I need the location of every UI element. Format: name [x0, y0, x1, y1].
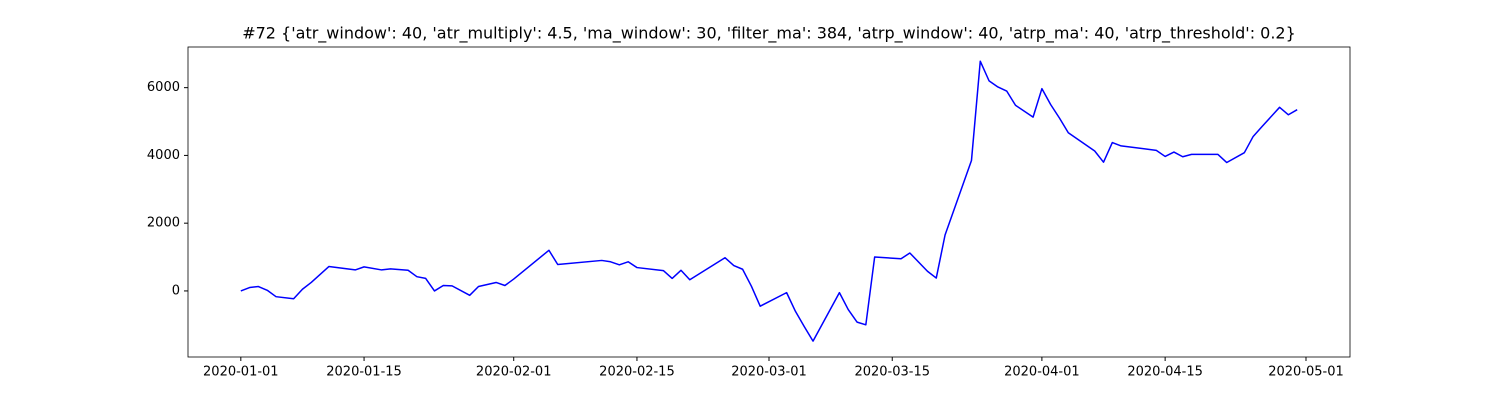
plot-frame	[187, 46, 1351, 358]
x-tick-label: 2020-04-15	[1127, 365, 1203, 380]
chart-title: #72 {'atr_window': 40, 'atr_multiply': 4…	[242, 24, 1296, 44]
x-tick-label: 2020-04-01	[1004, 365, 1080, 380]
x-tick-label: 2020-03-15	[854, 365, 930, 380]
x-tick-label: 2020-01-01	[203, 365, 279, 380]
x-tick-label: 2020-01-15	[326, 365, 402, 380]
y-tick-label: 0	[172, 283, 180, 298]
x-tick-label: 2020-03-01	[731, 365, 807, 380]
y-tick-label: 6000	[147, 80, 180, 95]
y-tick-label: 4000	[147, 148, 180, 163]
data-line	[240, 60, 1298, 342]
y-tick-label: 2000	[147, 216, 180, 231]
x-tick-label: 2020-02-15	[599, 365, 675, 380]
x-tick-label: 2020-05-01	[1268, 365, 1344, 380]
x-tick-label: 2020-02-01	[476, 365, 552, 380]
